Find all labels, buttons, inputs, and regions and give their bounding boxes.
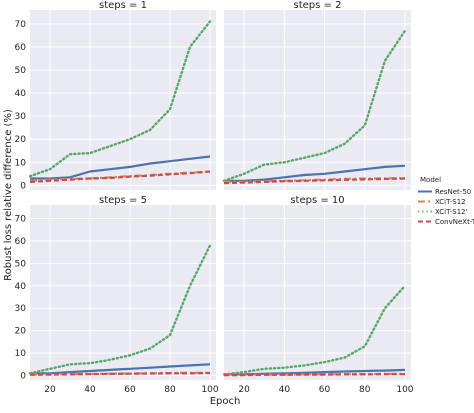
legend-label: ResNet-50 — [435, 188, 471, 196]
series-line-xcit-s12- — [28, 20, 212, 178]
x-tick-label: 60 — [319, 385, 331, 395]
y-tick-label: 70 — [15, 20, 27, 30]
y-tick-label: 40 — [15, 89, 27, 99]
series-line-convnext-t — [29, 170, 211, 183]
y-tick-label: 0 — [20, 181, 26, 191]
panel-1: steps = 1 0 10 20 30 40 50 60 70 — [15, 0, 216, 191]
y-tick-label: 20 — [15, 327, 27, 337]
series-line-xcit-s12- — [222, 29, 407, 183]
y-tick-label: 30 — [15, 304, 27, 314]
y-tick-label: 50 — [15, 66, 27, 76]
panel-title: steps = 10 — [290, 195, 344, 206]
series-line-resnet-50 — [30, 363, 211, 375]
panel-background — [224, 205, 411, 380]
y-tick-label: 0 — [20, 372, 26, 382]
x-tick-label: 20 — [44, 385, 56, 395]
series-line-xcit-s12- — [222, 284, 407, 376]
y-tick-label: 40 — [15, 282, 27, 292]
series-line-convnext-t — [29, 371, 211, 376]
y-tick-label: 60 — [15, 43, 27, 53]
x-tick-label: 40 — [84, 385, 96, 395]
x-tick-label: 20 — [238, 385, 250, 395]
x-tick-label: 40 — [279, 385, 291, 395]
y-tick-label: 70 — [15, 214, 27, 224]
y-tick-label: 20 — [15, 135, 27, 145]
x-tick-label: 80 — [164, 385, 176, 395]
legend: Model ResNet-50 XCiT-S12 XCiT-S12' ConvNeXt-… — [418, 176, 474, 226]
series-line-convnext-t — [224, 373, 405, 377]
panel-background — [30, 205, 216, 380]
y-tick-label: 60 — [15, 237, 27, 247]
series-line-resnet-50 — [30, 155, 211, 180]
panel-title: steps = 1 — [99, 0, 147, 11]
y-tick-label: 30 — [15, 112, 27, 122]
x-tick-label: 100 — [396, 385, 413, 395]
y-tick-label: 10 — [15, 158, 27, 168]
panel-3: steps = 5 0 10 20 30 40 50 60 70 20 40 60 80 100 — [15, 195, 219, 395]
legend-label: ConvNeXt-T — [435, 218, 474, 226]
legend-title: Model — [420, 176, 441, 184]
legend-label: XCiT-S12' — [435, 208, 468, 216]
y-tick-label: 50 — [15, 259, 27, 269]
x-axis-label: Epoch — [210, 396, 241, 407]
series-line-resnet-50 — [224, 164, 406, 182]
y-tick-label: 10 — [15, 349, 27, 359]
x-tick-label: 60 — [124, 385, 136, 395]
panel-title: steps = 5 — [99, 195, 147, 206]
panel-title: steps = 2 — [294, 0, 342, 11]
x-tick-label: 100 — [201, 385, 218, 395]
series-line-xcit-s12- — [28, 244, 212, 375]
panel-2: steps = 2 — [222, 0, 411, 190]
series-line-convnext-t — [223, 177, 406, 185]
panel-4: steps = 10 20 40 60 80 100 — [222, 195, 414, 395]
panel-background — [224, 10, 411, 190]
x-tick-label: 80 — [359, 385, 371, 395]
legend-label: XCiT-S12 — [435, 198, 466, 206]
y-axis-label: Robust loss relative difference (%) — [3, 109, 14, 281]
